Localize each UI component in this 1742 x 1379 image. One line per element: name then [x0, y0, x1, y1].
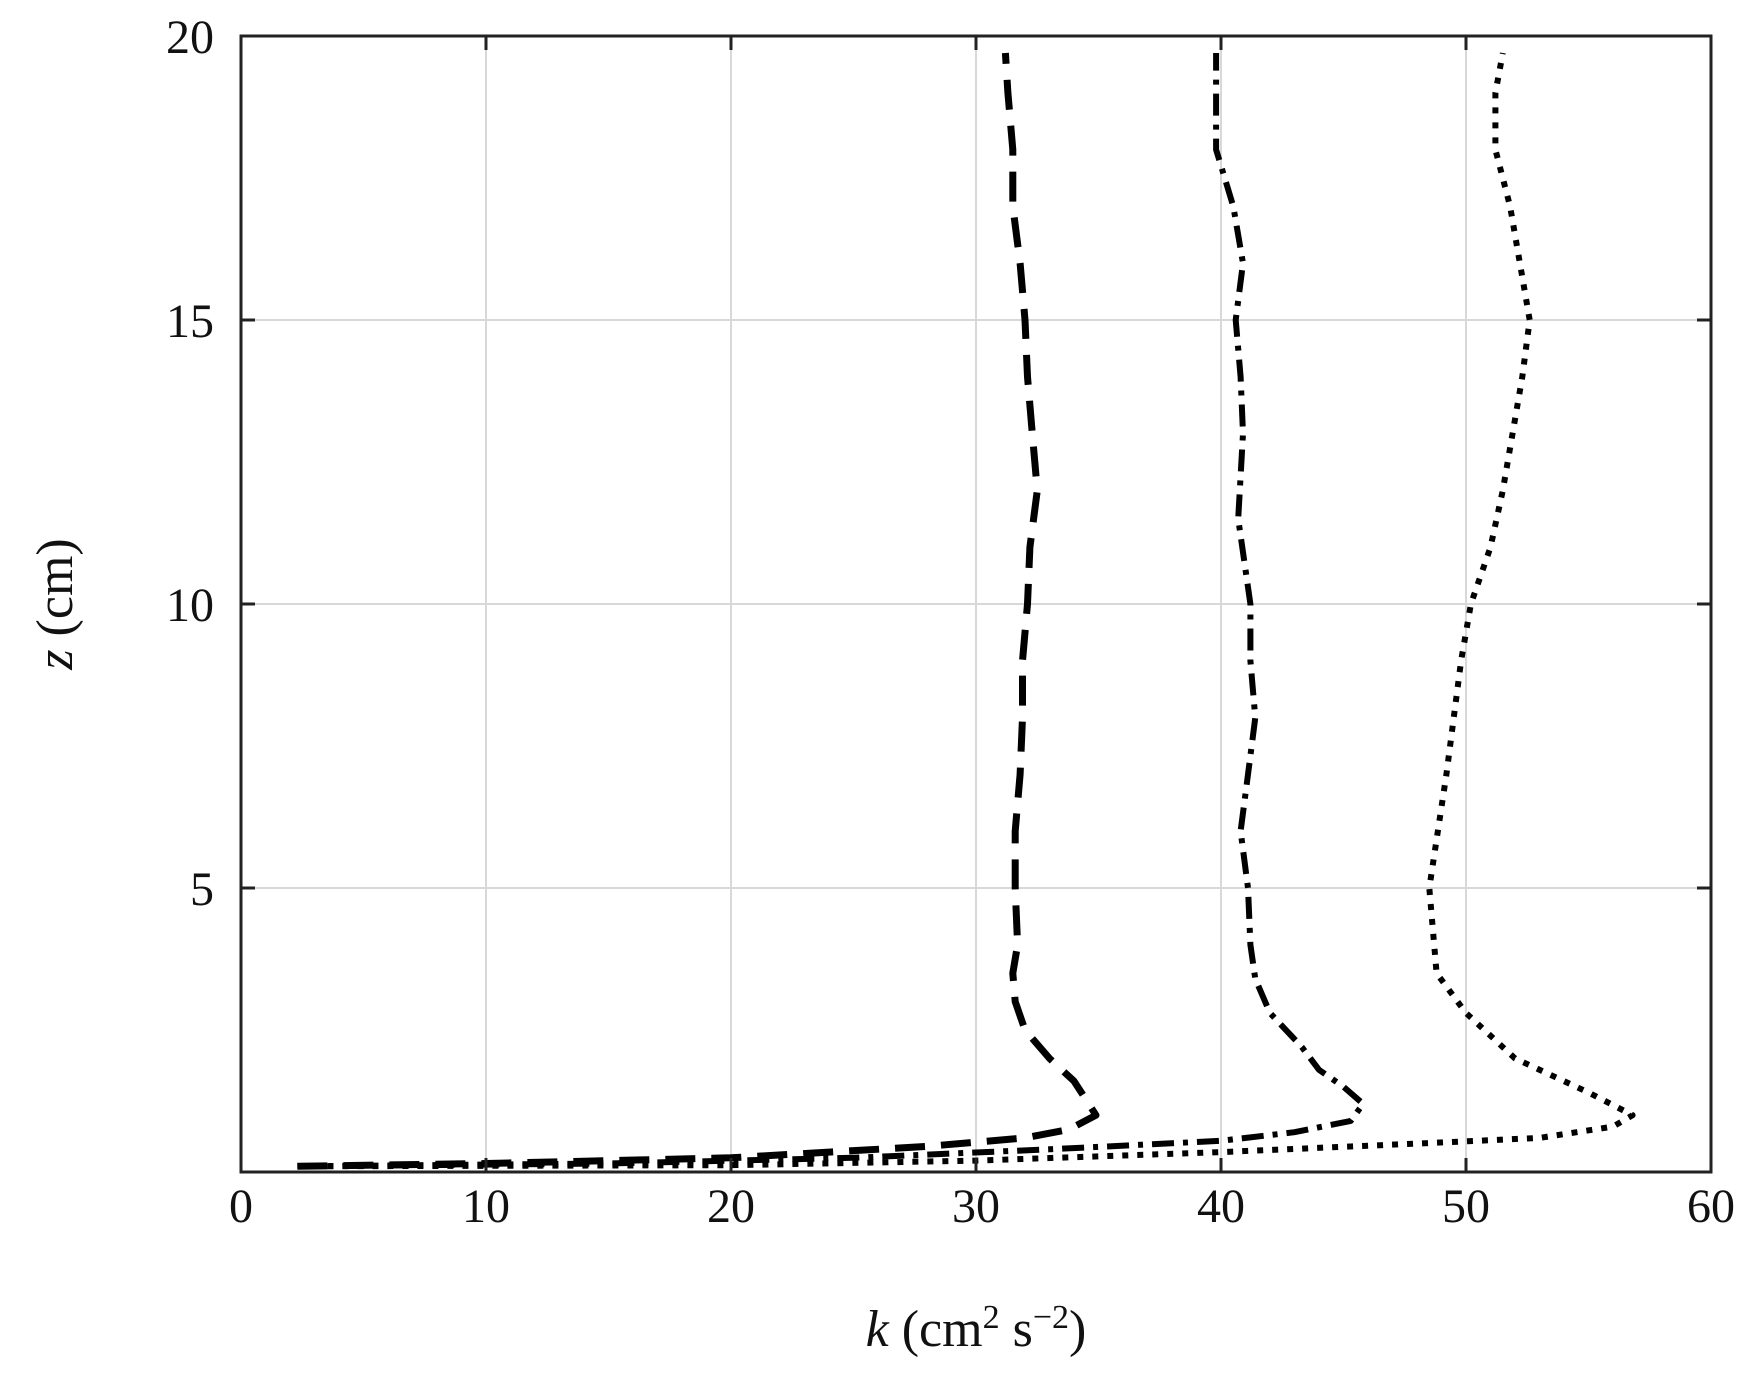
x-tick-labels: 0 10 20 30 40 50 60 [229, 1180, 1735, 1233]
x-axis-unit-exp2: −2 [1033, 1299, 1069, 1336]
y-tick-label: 15 [166, 295, 214, 348]
y-tick-label: 5 [190, 863, 214, 916]
x-tick-label: 20 [707, 1180, 755, 1233]
x-tick-label: 60 [1687, 1180, 1735, 1233]
x-tick-label: 30 [952, 1180, 1000, 1233]
y-axis-unit: (cm) [27, 538, 84, 649]
x-axis-unit-mid: s [1000, 1301, 1033, 1358]
x-axis-unit-open: (cm [889, 1301, 983, 1358]
series-line-dash-dot [297, 53, 1367, 1170]
x-axis-unit-close: ) [1069, 1301, 1086, 1358]
x-tick-label: 50 [1442, 1180, 1490, 1233]
series-layer [297, 52, 1636, 1170]
x-tick-label: 10 [462, 1180, 510, 1233]
axis-ticks [239, 34, 1713, 1172]
x-axis-label: k (cm2 s−2) [866, 1299, 1087, 1359]
y-axis-label: z (cm) [27, 538, 84, 670]
series-line-long-dash [297, 52, 1100, 1170]
y-tick-label: 10 [166, 579, 214, 632]
y-tick-label: 20 [166, 11, 214, 64]
x-axis-variable: k [866, 1301, 890, 1358]
x-tick-label: 40 [1197, 1180, 1245, 1233]
grid-lines [241, 36, 1711, 1172]
y-axis-variable: z [27, 649, 84, 670]
x-tick-label: 0 [229, 1180, 253, 1233]
x-axis-unit-exp1: 2 [983, 1299, 1000, 1336]
y-tick-labels: 5 10 15 20 [166, 11, 214, 916]
